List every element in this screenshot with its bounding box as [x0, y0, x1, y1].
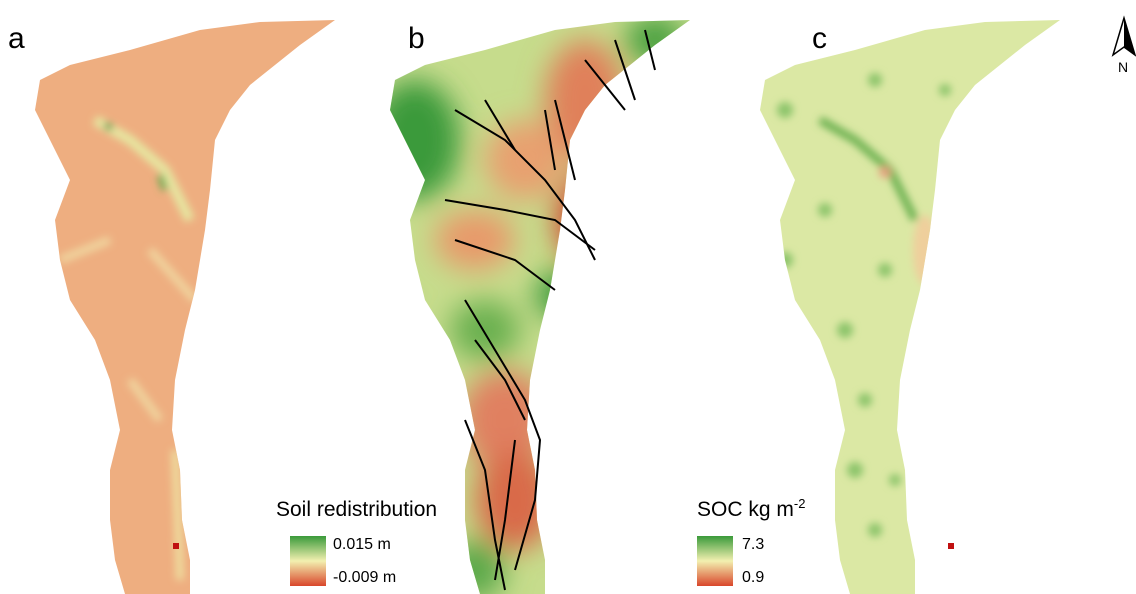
legend-title-text: SOC kg m — [697, 498, 794, 521]
legend-label: 0.9 — [742, 569, 764, 586]
legend-label: 0.015 m — [333, 536, 391, 553]
legend-label: 7.3 — [742, 536, 764, 553]
legend-title-superscript: -2 — [794, 496, 806, 511]
legend-title: SOC kg m-2 — [697, 496, 805, 521]
page: a b c Soil redistribution 0.015 m -0.009… — [0, 0, 1136, 594]
panel-label: a — [8, 22, 25, 55]
north-label: N — [1118, 59, 1128, 75]
legend-bar — [697, 536, 733, 586]
legend-label: -0.009 m — [333, 569, 396, 586]
legend-bar — [290, 536, 326, 586]
legend: SOC kg m-2 7.3 0.9 — [697, 496, 805, 586]
panel-label: c — [812, 22, 827, 55]
legend: Soil redistribution 0.015 m -0.009 m — [276, 498, 437, 586]
panel-label: b — [408, 22, 425, 55]
north-arrow: N — [1113, 18, 1135, 75]
figure: a b c Soil redistribution 0.015 m -0.009… — [0, 0, 1136, 594]
legend-title: Soil redistribution — [276, 498, 437, 521]
